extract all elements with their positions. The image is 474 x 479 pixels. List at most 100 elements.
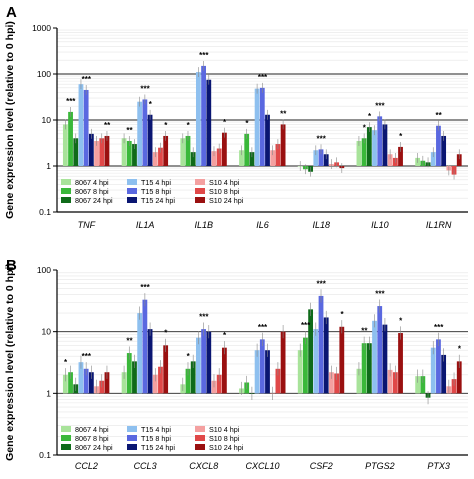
category-label: TNF xyxy=(78,220,96,230)
bar-IL6-S10 24 hpi xyxy=(280,124,286,166)
legend-label: T15 8 hpi xyxy=(141,434,171,443)
bar-IL6-8067 24 hpi xyxy=(249,152,255,166)
significance-marker: *** xyxy=(82,352,92,361)
bar-PTX3-T15 8 hpi xyxy=(436,339,441,394)
bar-CXCL8-8067 24 hpi xyxy=(190,361,196,394)
legend-swatch xyxy=(195,435,205,441)
y-tick-label: 100 xyxy=(37,265,51,275)
bar-CSF2-8067 4 hpi xyxy=(297,350,303,394)
bar-IL1B-S10 8 hpi xyxy=(216,148,222,166)
significance-marker: *** xyxy=(317,279,327,288)
significance-marker: ** xyxy=(280,110,287,119)
category-label: CSF2 xyxy=(310,461,333,471)
bar-IL1B-8067 24 hpi xyxy=(190,152,196,166)
bar-CXCL10-T15 4 hpi xyxy=(254,350,260,394)
legend-label: T15 24 hpi xyxy=(141,443,175,452)
bar-CCL2-S10 24 hpi xyxy=(104,372,110,394)
bar-CSF2-T15 24 hpi xyxy=(323,317,329,394)
bar-IL1A-T15 8 hpi xyxy=(142,99,148,166)
bar-CXCL10-T15 8 hpi xyxy=(259,339,265,394)
panel-letter-A: A xyxy=(6,4,17,21)
y-tick-label: 10 xyxy=(42,115,52,125)
panel-A: A 0.1 1 10 100 1000 TNF IL1A IL1B IL6 IL18 IL10 IL1R… xyxy=(6,4,468,230)
legend-label: T15 4 hpi xyxy=(141,425,171,434)
bar-PTX3-8067 8 hpi xyxy=(420,376,426,394)
category-label: IL1RN xyxy=(426,220,452,230)
legend-label: S10 8 hpi xyxy=(209,187,240,196)
y-tick-label: 0.1 xyxy=(39,207,51,217)
bar-CXCL8-8067 8 hpi xyxy=(185,368,191,394)
bar-IL1A-8067 24 hpi xyxy=(132,144,137,166)
significance-marker: *** xyxy=(375,101,385,110)
legend-label: 8067 24 hpi xyxy=(75,443,113,452)
bar-IL10-S10 4 hpi xyxy=(387,154,393,166)
bar-IL18-T15 24 hpi xyxy=(323,154,329,166)
bar-IL1B-T15 8 hpi xyxy=(201,65,206,166)
bar-CXCL8-T15 24 hpi xyxy=(206,331,212,394)
significance-marker: * xyxy=(245,119,249,128)
legend-swatch xyxy=(61,444,71,450)
significance-marker: * xyxy=(223,331,227,340)
bar-IL1RN-T15 8 hpi xyxy=(436,125,441,166)
significance-marker: * xyxy=(187,352,191,361)
y-tick-label: 0.1 xyxy=(39,450,51,460)
bar-CXCL10-S10 24 hpi xyxy=(280,331,286,394)
bar-IL1A-T15 24 hpi xyxy=(147,114,153,166)
significance-marker: *** xyxy=(258,73,268,82)
category-label: CXCL8 xyxy=(189,461,218,471)
legend-label: 8067 8 hpi xyxy=(75,434,109,443)
bar-PTGS2-S10 8 hpi xyxy=(392,372,398,394)
legend-swatch xyxy=(195,188,205,194)
y-axis-label: Gene expression level (relative to 0 hpi… xyxy=(4,21,16,219)
significance-marker: * xyxy=(399,316,403,325)
legend-swatch xyxy=(61,179,71,185)
legend-swatch xyxy=(61,188,71,194)
legend-label: S10 8 hpi xyxy=(209,434,240,443)
y-tick-label: 1 xyxy=(46,388,51,398)
y-tick-label: 10 xyxy=(42,327,52,337)
significance-marker: * xyxy=(363,123,367,132)
bar-IL10-T15 4 hpi xyxy=(372,130,377,166)
significance-marker: * xyxy=(399,132,403,141)
legend-label: S10 4 hpi xyxy=(209,425,240,434)
bar-CCL3-S10 4 hpi xyxy=(152,374,158,394)
significance-marker: ** xyxy=(361,327,368,336)
bar-CSF2-S10 24 hpi xyxy=(339,326,345,394)
significance-marker: ** xyxy=(436,111,443,120)
category-label: CCL2 xyxy=(75,461,98,471)
legend-label: 8067 4 hpi xyxy=(75,178,109,187)
bar-IL6-T15 8 hpi xyxy=(259,87,265,166)
bar-IL18-T15 4 hpi xyxy=(313,150,319,166)
bar-CCL3-T15 8 hpi xyxy=(142,299,148,394)
bar-IL6-T15 4 hpi xyxy=(254,88,260,166)
legend-swatch xyxy=(61,197,71,203)
significance-marker: * xyxy=(223,118,227,127)
y-tick-label: 100 xyxy=(37,69,51,79)
legend-label: T15 8 hpi xyxy=(141,187,171,196)
bar-TNF-8067 4 hpi xyxy=(62,124,68,166)
bar-IL10-T15 8 hpi xyxy=(377,116,383,166)
bar-CXCL10-S10 8 hpi xyxy=(275,368,281,394)
bar-PTX3-8067 4 hpi xyxy=(415,376,421,394)
bar-IL1B-S10 24 hpi xyxy=(221,132,227,166)
significance-marker: *** xyxy=(199,51,209,60)
category-label: CCL3 xyxy=(134,461,157,471)
bar-CSF2-S10 4 hpi xyxy=(329,372,334,394)
significance-marker: *** xyxy=(66,97,76,106)
significance-marker: * xyxy=(164,121,168,130)
bar-IL18-T15 8 hpi xyxy=(318,149,324,166)
significance-marker: *** xyxy=(375,289,385,298)
legend-swatch xyxy=(127,435,137,441)
bar-CXCL10-T15 24 hpi xyxy=(265,350,270,394)
category-label: IL18 xyxy=(312,220,330,230)
bar-IL10-8067 24 hpi xyxy=(366,127,372,166)
category-label: IL6 xyxy=(256,220,269,230)
legend-label: S10 24 hpi xyxy=(209,443,244,452)
legend-swatch xyxy=(61,426,71,432)
bar-CSF2-8067 8 hpi xyxy=(303,337,308,394)
bar-CXCL8-S10 8 hpi xyxy=(216,374,222,394)
legend-swatch xyxy=(195,426,205,432)
legend-swatch xyxy=(127,444,137,450)
